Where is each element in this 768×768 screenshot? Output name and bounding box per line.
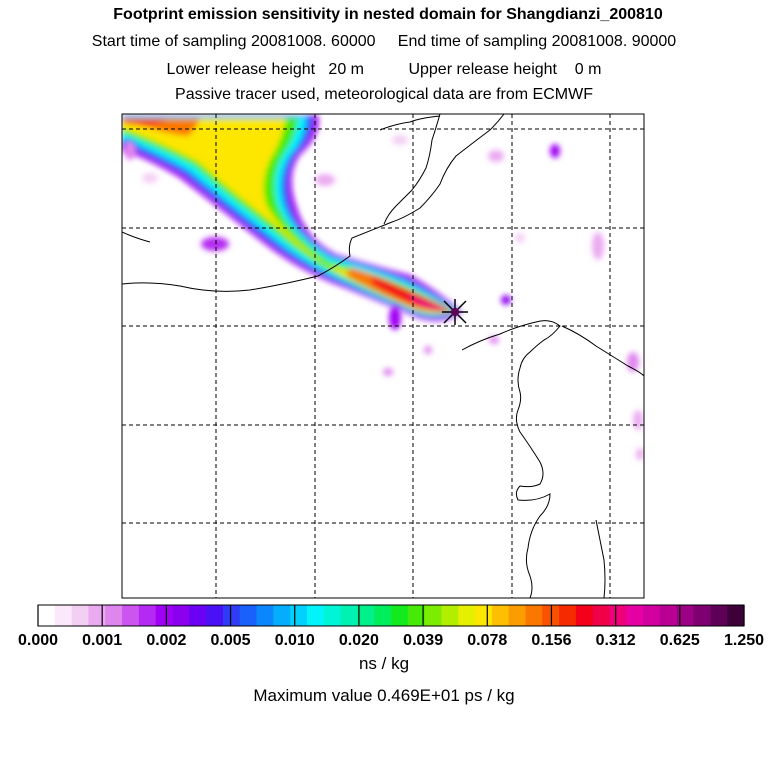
coast-peninsula bbox=[461, 320, 561, 598]
colorbar-cell bbox=[424, 605, 443, 626]
colorbar-tick-label: 0.039 bbox=[403, 632, 443, 649]
colorbar-cell bbox=[172, 605, 190, 626]
end-time-label: End time of sampling 20081008. 90000 bbox=[397, 33, 677, 50]
colorbar-cells bbox=[38, 605, 745, 626]
colorbar-cell bbox=[88, 605, 106, 626]
plume-magenta bbox=[408, 293, 450, 312]
colorbar-cell bbox=[659, 605, 678, 626]
colorbar-cell bbox=[256, 605, 274, 626]
colorbar-tick-label: 0.156 bbox=[531, 632, 571, 649]
plot-title: Footprint emission sensitivity in nested… bbox=[113, 6, 663, 23]
colorbar-cell bbox=[458, 605, 476, 626]
colorbar-tick-label: 1.250 bbox=[724, 632, 764, 649]
colorbar-cell bbox=[71, 605, 90, 626]
colorbar-cell bbox=[407, 605, 426, 626]
coast-left bbox=[122, 231, 151, 243]
colorbar-labels: 0.000 0.001 0.002 0.005 0.010 0.020 0.039 0.078… bbox=[18, 632, 764, 649]
colorbar-cell bbox=[475, 605, 493, 626]
colorbar-cell bbox=[525, 605, 543, 626]
release-heights: Lower release height 20 m Upper release … bbox=[0, 61, 768, 79]
colorbar-cell bbox=[676, 605, 695, 626]
colorbar-cell bbox=[239, 605, 258, 626]
receptor-marker bbox=[442, 299, 468, 325]
colorbar-tick-label: 0.002 bbox=[146, 632, 186, 649]
colorbar-unit: ns / kg bbox=[358, 654, 410, 673]
colorbar-cell bbox=[105, 605, 123, 626]
colorbar-cell bbox=[290, 605, 308, 626]
colorbar-cell bbox=[273, 605, 291, 626]
colorbar-cell bbox=[491, 605, 510, 626]
colorbar-cell bbox=[340, 605, 358, 626]
map-frame bbox=[121, 113, 645, 599]
plume-yellow bbox=[122, 119, 452, 313]
graticule bbox=[122, 114, 644, 598]
colorbar-cell bbox=[559, 605, 577, 626]
colorbar-cell bbox=[626, 605, 644, 626]
colorbar-cell bbox=[122, 605, 140, 626]
colorbar-cell bbox=[357, 605, 375, 626]
colorbar-cell bbox=[508, 605, 527, 626]
colorbar-cell bbox=[727, 605, 745, 626]
colorbar-tick-label: 0.312 bbox=[596, 632, 636, 649]
border-line bbox=[122, 114, 505, 292]
footprint-plume bbox=[122, 115, 644, 460]
coast-right bbox=[595, 519, 606, 598]
colorbar-tick-label: 0.020 bbox=[339, 632, 379, 649]
colorbar-cell bbox=[306, 605, 325, 626]
colorbar: 0.000 0.001 0.002 0.005 0.010 0.020 0.039 0.078… bbox=[18, 604, 764, 649]
lower-release-label: Lower release height 20 m bbox=[166, 61, 364, 78]
coast-upper bbox=[383, 114, 441, 225]
colorbar-tick-label: 0.005 bbox=[211, 632, 251, 649]
colorbar-tick-label: 0.001 bbox=[82, 632, 122, 649]
colorbar-cell bbox=[575, 605, 594, 626]
colorbar-tick-label: 0.625 bbox=[660, 632, 700, 649]
colorbar-cell bbox=[138, 605, 157, 626]
tracer-note: Passive tracer used, meteorological data… bbox=[175, 86, 593, 103]
colorbar-cell bbox=[609, 605, 627, 626]
colorbar-cell bbox=[441, 605, 459, 626]
colorbar-ticks bbox=[37, 605, 745, 626]
coast-top bbox=[379, 115, 441, 131]
colorbar-cell bbox=[206, 605, 224, 626]
colorbar-frame bbox=[37, 604, 745, 627]
start-time-label: Start time of sampling 20081008. 60000 bbox=[91, 33, 376, 50]
colorbar-cell bbox=[38, 605, 56, 626]
colorbar-cell bbox=[391, 605, 409, 626]
colorbar-cell bbox=[222, 605, 241, 626]
colorbar-cell bbox=[374, 605, 392, 626]
maximum-value-text: Maximum value 0.469E+01 ps / kg bbox=[253, 686, 515, 705]
colorbar-tick-label: 0.078 bbox=[467, 632, 507, 649]
sampling-times: Start time of sampling 20081008. 60000 E… bbox=[0, 33, 768, 51]
colorbar-cell bbox=[693, 605, 711, 626]
colorbar-cell bbox=[323, 605, 342, 626]
colorbar-cell bbox=[710, 605, 728, 626]
upper-release-label: Upper release height 0 m bbox=[408, 61, 602, 78]
colorbar-tick-label: 0.000 bbox=[18, 632, 58, 649]
colorbar-cell bbox=[643, 605, 661, 626]
colorbar-cell bbox=[592, 605, 611, 626]
colorbar-cell bbox=[189, 605, 207, 626]
scattered-patches bbox=[124, 135, 644, 460]
colorbar-cell bbox=[155, 605, 174, 626]
colorbar-cell bbox=[54, 605, 73, 626]
coast-bay bbox=[561, 325, 644, 377]
coastlines-borders bbox=[122, 114, 644, 598]
colorbar-tick-label: 0.010 bbox=[275, 632, 315, 649]
